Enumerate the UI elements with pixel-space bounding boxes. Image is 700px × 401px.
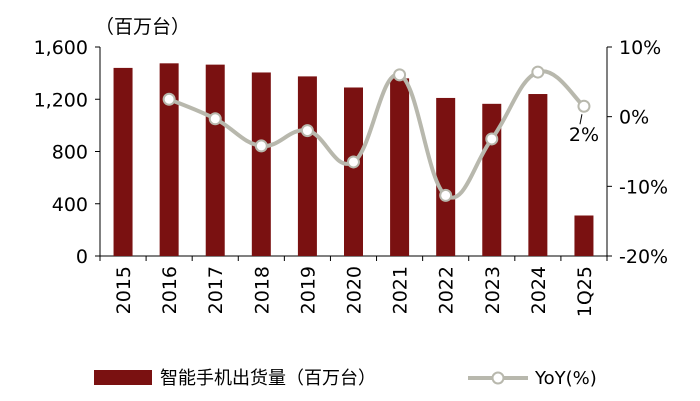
x-tick-label: 2021 (390, 266, 412, 314)
y-left-tick-label: 1,200 (34, 89, 88, 111)
x-tick-label: 2019 (297, 266, 319, 314)
bar (159, 63, 179, 256)
bar (297, 76, 317, 256)
x-tick-label: 2020 (344, 266, 366, 314)
bar (528, 94, 548, 257)
y-right-tick-label: 0% (619, 107, 649, 129)
legend: 智能手机出货量（百万台） YoY(%) (94, 368, 597, 389)
yoy-line-path (168, 69, 586, 200)
y-left-unit-label: （百万台） (95, 16, 190, 38)
yoy-point (208, 112, 222, 126)
yoy-point (347, 155, 360, 169)
legend-bar-label: 智能手机出货量（百万台） (160, 368, 376, 389)
annotation-leader (579, 114, 583, 125)
yoy-point (254, 139, 268, 153)
y-left-tick-label: 400 (52, 194, 88, 216)
yoy-point (393, 68, 407, 82)
y-right-tick-label: -10% (619, 176, 668, 198)
legend-bar-swatch (94, 370, 152, 385)
legend-line-marker (491, 371, 505, 385)
x-tick-label: 2017 (205, 266, 227, 314)
y-right-tick-label: 10% (619, 37, 661, 59)
x-tick-label: 2022 (436, 266, 458, 314)
x-tick-label: 2016 (159, 266, 181, 314)
bar (436, 97, 456, 256)
tick-labels: 0 400 800 1,200 1,600 -20% -10% 0% 10% 2015 2016 20… (34, 37, 669, 317)
bar (113, 67, 133, 257)
yoy-point (162, 92, 176, 106)
yoy-point (531, 65, 545, 79)
yoy-point (577, 99, 591, 113)
x-tick-label: 1Q25 (574, 266, 596, 317)
x-tick-label: 2023 (482, 266, 504, 314)
x-tick-label: 2018 (251, 266, 273, 314)
x-tick-label: 2024 (528, 266, 550, 314)
bar (251, 72, 271, 256)
yoy-point (300, 124, 314, 138)
legend-line-label: YoY(%) (534, 368, 597, 389)
yoy-point (485, 132, 499, 146)
y-right-tick-label: -20% (619, 246, 668, 268)
x-tick-label: 2015 (113, 266, 135, 314)
y-left-tick-label: 800 (52, 142, 88, 164)
yoy-line (162, 65, 591, 202)
y-left-tick-label: 1,600 (34, 37, 88, 59)
bar (344, 87, 363, 257)
bar (574, 215, 594, 256)
data-label: 2% (569, 124, 599, 146)
yoy-point (439, 188, 453, 202)
bar (205, 64, 225, 257)
bar (390, 78, 410, 256)
y-left-tick-label: 0 (76, 246, 88, 268)
